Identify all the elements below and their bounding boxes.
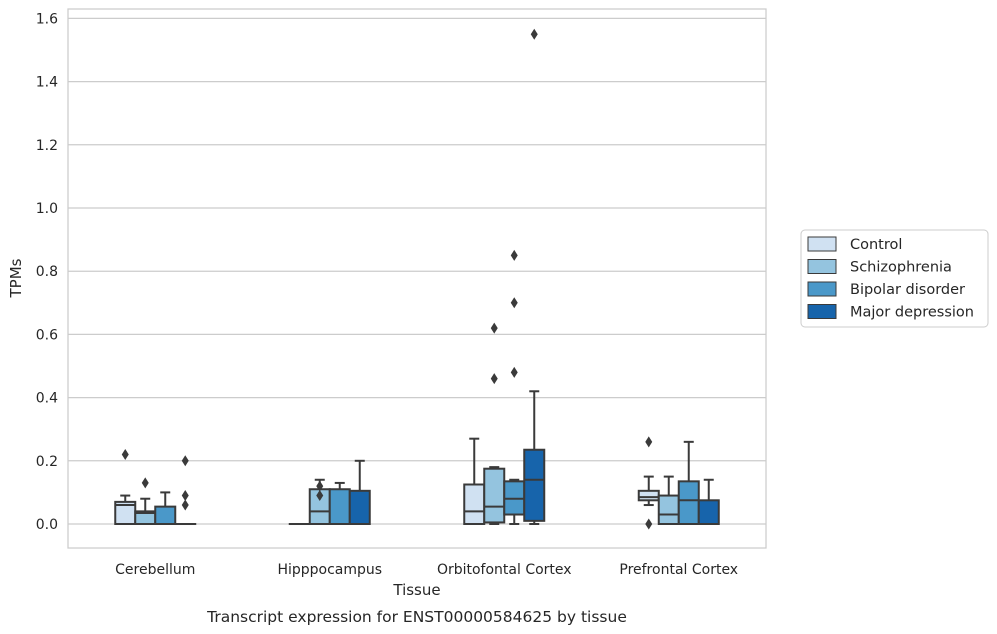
box-control: [114, 448, 137, 526]
y-tick-labels: 0.0 0.2 0.4 0.6 0.8 1.0 1.2 1.4 1.6: [36, 11, 58, 533]
box-schizophrenia: [134, 477, 157, 525]
box-body: [697, 499, 720, 525]
box-bipolar-disorder: [328, 481, 351, 525]
outlier-point: [645, 436, 653, 448]
chart-caption: Transcript expression for ENST0000058462…: [206, 608, 627, 626]
outlier-point: [316, 480, 324, 492]
outlier-point: [510, 249, 518, 261]
y-tick-label: 1.2: [36, 138, 58, 154]
box-body: [328, 488, 351, 525]
legend-swatch: [807, 236, 837, 252]
gridlines: [68, 17, 766, 525]
outlier-point: [181, 455, 189, 467]
box-body: [637, 489, 660, 502]
box-schizophrenia: [308, 478, 331, 525]
y-tick-label: 1.0: [36, 201, 58, 217]
legend-label: Control: [850, 237, 902, 253]
legend-label: Major depression: [850, 305, 974, 321]
y-tick-label: 0.8: [36, 264, 58, 280]
outlier-point: [316, 490, 324, 502]
x-tick-label: Hipppocampus: [277, 562, 382, 578]
legend-swatch: [807, 281, 837, 297]
outlier-point: [141, 477, 149, 489]
box-major-depression: [697, 478, 720, 525]
legend-swatch: [807, 259, 837, 274]
box-plots: [114, 28, 720, 530]
outlier-point: [490, 322, 498, 334]
legend-label: Bipolar disorder: [850, 282, 965, 298]
box-major-depression: [174, 455, 197, 526]
outlier-point: [121, 448, 129, 460]
legend: Control Schizophrenia Bipolar disorder Majo…: [800, 229, 989, 328]
y-tick-label: 0.4: [36, 391, 58, 407]
box-control: [463, 437, 486, 525]
y-tick-label: 1.6: [36, 11, 58, 27]
y-axis-label: TPMs: [7, 258, 25, 298]
outlier-point: [181, 490, 189, 502]
box-body: [348, 489, 371, 526]
box-schizophrenia: [483, 322, 506, 525]
legend-label: Schizophrenia: [850, 260, 952, 276]
x-tick-label: Prefrontal Cortex: [619, 562, 738, 578]
box-major-depression: [523, 28, 546, 525]
box-control: [637, 436, 660, 530]
x-axis-label: Tissue: [392, 581, 440, 599]
box-body: [677, 480, 700, 525]
legend-swatch: [807, 304, 837, 319]
box-bipolar-disorder: [503, 249, 526, 525]
box-bipolar-disorder: [677, 440, 700, 525]
outlier-point: [181, 499, 189, 511]
x-tick-label: Orbitofontal Cortex: [437, 562, 572, 578]
box-body: [463, 483, 486, 525]
outlier-point: [510, 297, 518, 309]
box-bipolar-disorder: [154, 491, 177, 525]
plot-frame: [67, 8, 767, 549]
y-tick-label: 0.6: [36, 327, 58, 343]
y-tick-label: 0.0: [36, 517, 58, 533]
x-tick-labels: Cerebellum Hipppocampus Orbitofontal Corte…: [115, 562, 738, 578]
y-tick-label: 0.2: [36, 454, 58, 470]
outlier-point: [510, 366, 518, 378]
outlier-point: [530, 28, 538, 40]
box-body: [483, 467, 506, 524]
legend-frame: [800, 229, 989, 328]
outlier-point: [645, 518, 653, 530]
box-body: [657, 494, 680, 525]
box-body: [523, 448, 546, 522]
outlier-point: [490, 373, 498, 385]
box-schizophrenia: [657, 475, 680, 525]
box-body: [154, 505, 177, 525]
x-tick-label: Cerebellum: [115, 562, 195, 578]
box-major-depression: [348, 459, 371, 526]
y-tick-label: 1.4: [36, 75, 58, 91]
